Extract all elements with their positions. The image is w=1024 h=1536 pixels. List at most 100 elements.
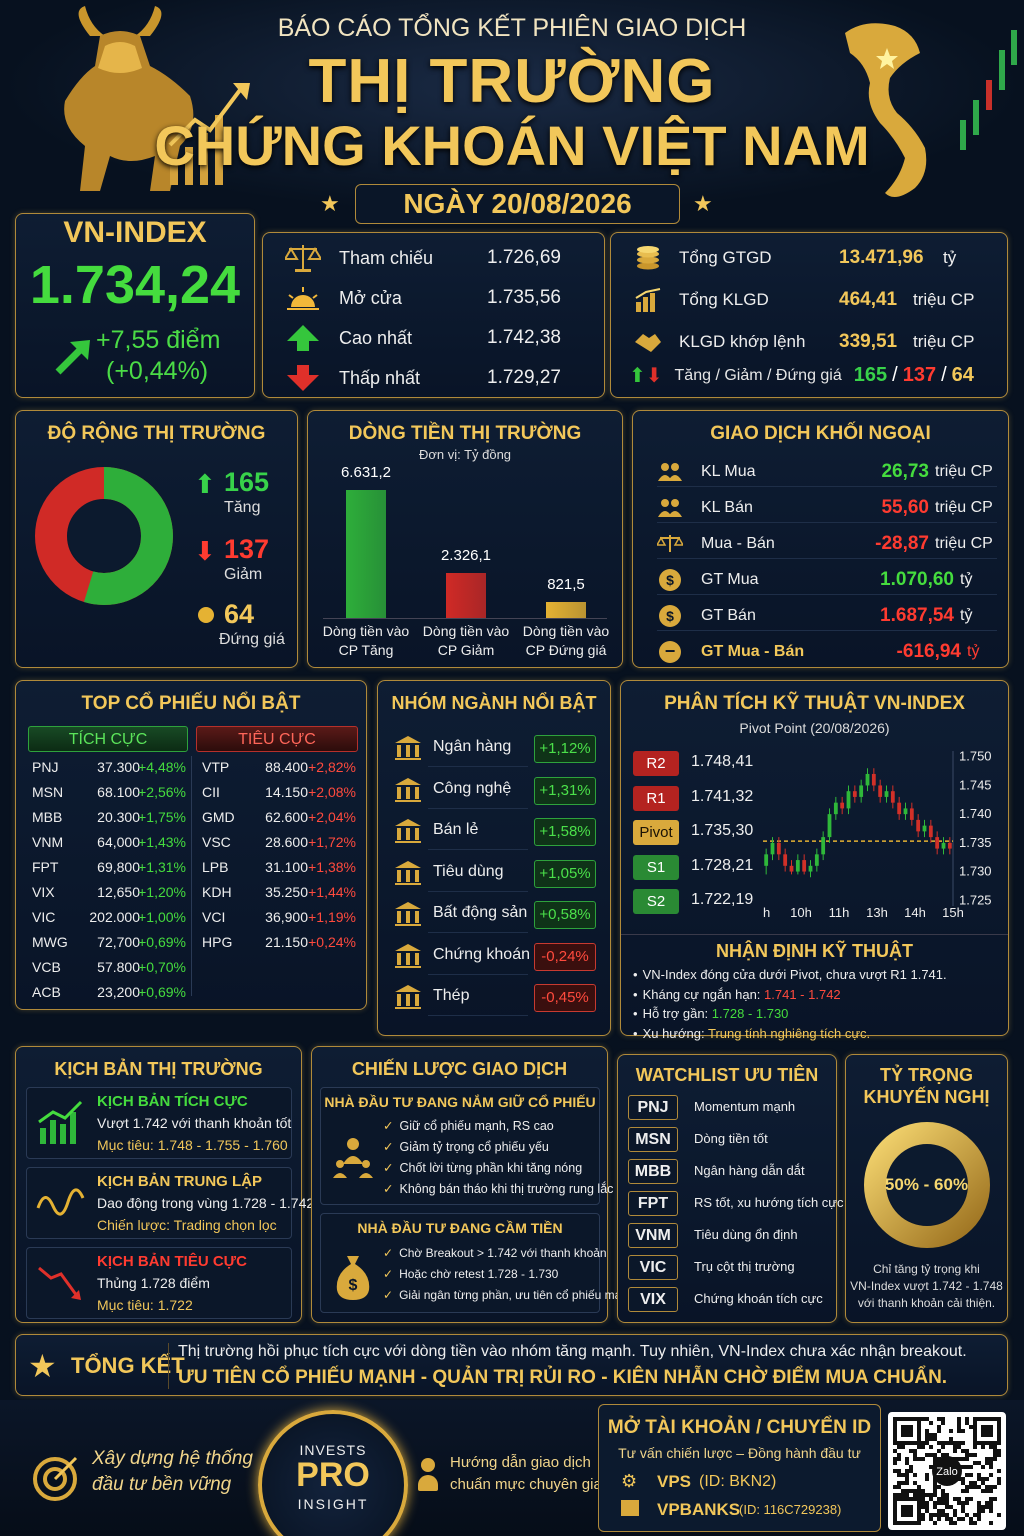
stock-ticker: KDH	[202, 884, 232, 900]
cashflow-bar-value: 2.326,1	[440, 547, 492, 565]
separator: /	[892, 364, 898, 386]
stock-ticker: ACB	[32, 984, 61, 1000]
bullish-chart-icon	[35, 1098, 85, 1148]
breadth-flat-value: 64	[224, 599, 255, 629]
foreign-label: GT Mua - Bán	[701, 643, 805, 660]
bullet-dot: •	[633, 1006, 638, 1021]
foreign-value: 55,60	[881, 496, 929, 518]
cashflow-bar-value: 6.631,2	[340, 464, 392, 481]
stock-ticker: PNJ	[32, 759, 59, 775]
watchlist-ticker[interactable]: VNM	[628, 1223, 678, 1248]
watchlist-title: WATCHLIST ƯU TIÊN	[635, 1065, 819, 1085]
watchlist-ticker[interactable]: VIX	[628, 1287, 678, 1312]
high-arrow-icon	[285, 323, 321, 353]
strategy-panel: CHIẾN LƯỢC GIAO DỊCH NHÀ ĐẦU TƯ ĐANG NẮM…	[311, 1046, 635, 1323]
stock-change: +0,69%	[138, 934, 186, 950]
stock-change: +1,19%	[308, 909, 356, 925]
target-icon	[33, 1456, 78, 1501]
stock-change: +1,75%	[138, 809, 186, 825]
check-icon: ✓	[383, 1161, 394, 1175]
logo-text-1: INVESTS	[299, 1442, 367, 1458]
strategy-item-text: Không bán tháo khi thị trường rung lắc	[399, 1182, 614, 1196]
foreign-unit: tỷ	[960, 606, 973, 624]
watchlist-ticker[interactable]: MSN	[628, 1127, 678, 1152]
stock-change: +1,38%	[308, 859, 356, 875]
stock-ticker: VIC	[32, 909, 56, 925]
flat-dot-icon	[198, 607, 214, 623]
bullet-dot: •	[633, 986, 638, 1002]
growth-arrow-icon	[168, 83, 250, 185]
cashflow-unit: Đơn vị: Tỷ đồng	[418, 447, 512, 462]
minus-icon: −	[657, 640, 683, 664]
svg-text:$: $	[349, 1277, 358, 1294]
stock-price: 36,900	[265, 909, 308, 925]
allocation-title-2: KHUYẾN NGHỊ	[863, 1087, 990, 1107]
vps-id: (ID: BKN2)	[699, 1473, 777, 1490]
candle	[770, 837, 775, 861]
strategy-item: ✓ Không bán tháo khi thị trường rung lắc	[383, 1181, 613, 1196]
candle	[922, 819, 927, 838]
stock-price: 20.300	[97, 809, 140, 825]
sector-label: Ngân hàng	[433, 738, 512, 755]
breadth-summary-label: Tăng / Giảm / Đứng giá	[674, 366, 842, 384]
pivot-level-value: 1.728,21	[691, 856, 754, 874]
market-breadth-panel: ĐỘ RỘNG THỊ TRƯỜNG ⬆ 165 Tăng ⬇ 137 Giảm…	[15, 410, 298, 668]
stock-change: +2,82%	[308, 759, 356, 775]
bullet-dot: •	[633, 1025, 638, 1041]
tech-bullet-value: 1.728 - 1.730	[711, 1006, 789, 1021]
strategy-item-text: Chốt lời từng phần khi tăng nóng	[399, 1161, 583, 1175]
cash-flow-panel: DÒNG TIỀN THỊ TRƯỜNG Đơn vị: Tỷ đồng 6.6…	[307, 410, 623, 668]
vietnam-map-icon	[845, 23, 927, 197]
scenario-card: KỊCH BẢN TIÊU CỰC Thủng 1.728 điểm Mục tiê…	[26, 1247, 292, 1319]
strategy-item-text: Hoặc chờ retest 1.728 - 1.730	[399, 1267, 559, 1281]
candle	[802, 854, 807, 875]
star-icon: ★	[320, 191, 340, 216]
allocation-panel: TỶ TRỌNG KHUYẾN NGHỊ 50% - 60% Chỉ tăng …	[845, 1054, 1008, 1323]
strategy-group-title: NHÀ ĐẦU TƯ ĐANG NẮM GIỮ CỔ PHIẾU	[324, 1094, 596, 1110]
watchlist-ticker[interactable]: VIC	[628, 1255, 678, 1280]
sector-value: +0,58%	[534, 901, 596, 929]
sector-label: Bất động sản	[433, 904, 528, 921]
scenario-card: KỊCH BẢN TRUNG LẬP Dao động trong vùng 1.…	[26, 1167, 314, 1239]
stock-price: 37.300	[97, 759, 140, 775]
sector-divider	[428, 766, 528, 767]
stock-ticker: VIX	[32, 884, 55, 900]
allocation-ring	[864, 1122, 990, 1248]
watchlist-ticker[interactable]: FPT	[628, 1191, 678, 1216]
foreign-trading-panel: GIAO DỊCH KHỐI NGOẠI KL Mua 26,73 triệu CP…	[632, 410, 1009, 668]
watchlist-ticker[interactable]: PNJ	[628, 1095, 678, 1120]
foreign-label: KL Bán	[701, 498, 753, 516]
x-tick-label: 14h	[904, 905, 926, 920]
sector-label: Công nghệ	[433, 779, 512, 797]
y-tick-label: 1.750	[959, 749, 992, 764]
foreign-row: Mua - Bán -28,87 triệu CP	[657, 529, 997, 559]
qr-code[interactable]: Zalo	[888, 1412, 1006, 1530]
negative-header: TIÊU CỰC	[196, 726, 358, 752]
tech-title: PHÂN TÍCH KỸ THUẬT VN-INDEX	[664, 693, 965, 714]
candle	[833, 796, 838, 820]
scenario-line-1: Thủng 1.728 điểm	[97, 1275, 210, 1291]
sector-value: +1,12%	[534, 735, 596, 763]
stat-label: Mở cửa	[339, 287, 402, 308]
foreign-value: 26,73	[881, 460, 929, 482]
strategy-item-text: Giữ cổ phiếu mạnh, RS cao	[399, 1119, 554, 1133]
stock-change: +1,72%	[308, 834, 356, 850]
summary-panel: ★ TỔNG KẾT Thị trường hồi phục tích cực …	[15, 1334, 1008, 1396]
x-tick-label: 11h	[829, 905, 850, 920]
stock-ticker: MWG	[32, 934, 68, 950]
check-icon: ✓	[383, 1119, 394, 1133]
y-tick-label: 1.740	[959, 806, 992, 821]
stock-ticker: MSN	[32, 784, 64, 800]
index-change: +7,55 điểm	[96, 326, 221, 354]
tech-bullet-value: Trung tính nghiêng tích cực.	[707, 1025, 871, 1041]
scenario-name: KỊCH BẢN TIÊU CỰC	[97, 1253, 247, 1270]
cashflow-bar-label: Dòng tiền vào	[322, 623, 410, 639]
stat-label: Tham chiếu	[339, 247, 434, 268]
stock-price: 28.600	[265, 834, 308, 850]
buildings-icon	[394, 901, 422, 927]
allocation-note-3: với thanh khoản cải thiện.	[857, 1296, 996, 1310]
stat-label: Cao nhất	[339, 327, 413, 348]
watchlist-ticker[interactable]: MBB	[628, 1159, 678, 1184]
account-box: MỞ TÀI KHOẢN / CHUYỂN ID Tư vấn chiến lư…	[598, 1404, 881, 1532]
candle	[878, 779, 883, 803]
